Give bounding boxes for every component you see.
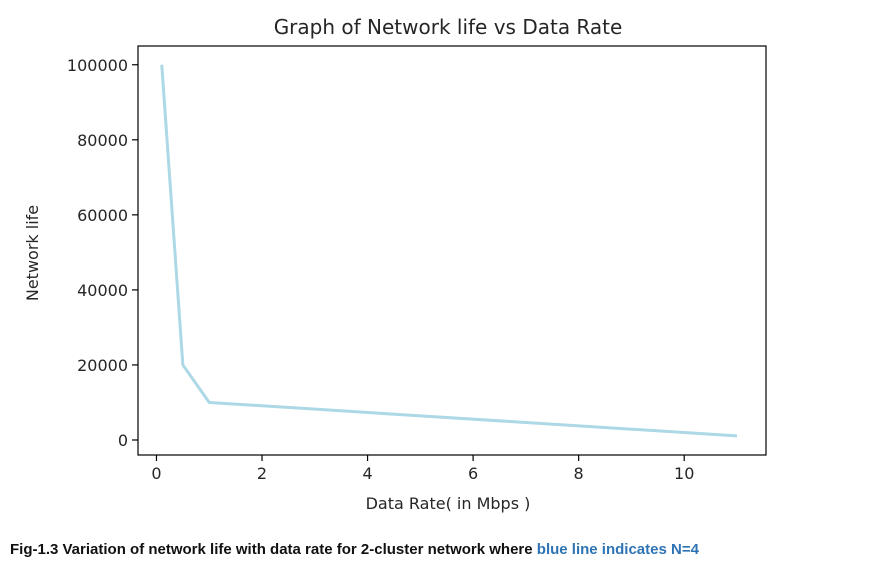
y-tick-label: 0 [118, 431, 128, 450]
y-tick-label: 20000 [77, 356, 128, 375]
y-tick-label: 60000 [77, 206, 128, 225]
x-tick-label: 4 [362, 464, 372, 483]
series-line-0 [160, 64, 738, 438]
y-tick-label: 100000 [67, 56, 128, 75]
x-tick-label: 10 [674, 464, 694, 483]
y-tick-label: 40000 [77, 281, 128, 300]
x-tick-label: 8 [574, 464, 584, 483]
x-tick-label: 2 [257, 464, 267, 483]
caption-text: Fig-1.3 Variation of network life with d… [10, 541, 537, 558]
y-axis-label: Network life [23, 205, 42, 301]
x-tick-label: 6 [468, 464, 478, 483]
caption-highlight: blue line indicates N=4 [536, 541, 699, 558]
plot-area: 0 2 4 6 8 10 0 20000 40000 60000 80000 100000 [67, 45, 767, 483]
plot-frame [137, 45, 767, 456]
chart-title: Graph of Network life vs Data Rate [274, 15, 623, 39]
x-tick-label: 0 [151, 464, 161, 483]
y-tick-label: 80000 [77, 131, 128, 150]
chart: Graph of Network life vs Data Rate 0 2 4 6 8… [23, 15, 767, 513]
x-axis-label: Data Rate( in Mbps ) [366, 494, 531, 513]
figure-caption: Fig-1.3 Variation of network life with d… [10, 541, 699, 558]
